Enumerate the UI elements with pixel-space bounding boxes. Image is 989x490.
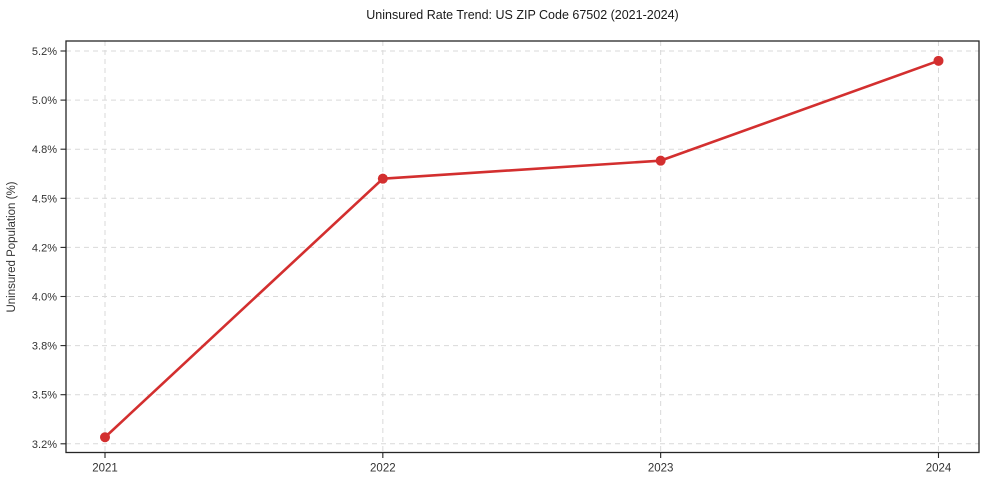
- y-tick-label: 4.5%: [32, 193, 57, 205]
- y-tick-label: 3.8%: [32, 341, 57, 353]
- x-tick-label: 2021: [92, 463, 118, 475]
- y-tick-label: 3.5%: [32, 390, 57, 402]
- y-tick-label: 5.2%: [32, 46, 57, 58]
- y-tick-label: 4.8%: [32, 144, 57, 156]
- y-tick-label: 4.2%: [32, 242, 57, 254]
- x-tick-label: 2024: [926, 463, 952, 475]
- y-tick-label: 5.0%: [32, 95, 57, 107]
- y-tick-label: 3.2%: [32, 439, 57, 451]
- data-point-marker: [100, 432, 110, 443]
- x-tick-label: 2023: [648, 463, 674, 475]
- trend-line: [103, 59, 940, 439]
- plot-border: [65, 40, 980, 454]
- data-point-marker: [933, 55, 944, 66]
- y-tick-label: 4.0%: [32, 292, 57, 304]
- data-point-marker: [655, 155, 666, 166]
- chart-title: Uninsured Rate Trend: US ZIP Code 67502 …: [366, 8, 679, 22]
- x-tick-label: 2022: [370, 463, 396, 475]
- y-axis-title: Uninsured Population (%): [6, 181, 18, 313]
- data-point-marker: [377, 173, 388, 184]
